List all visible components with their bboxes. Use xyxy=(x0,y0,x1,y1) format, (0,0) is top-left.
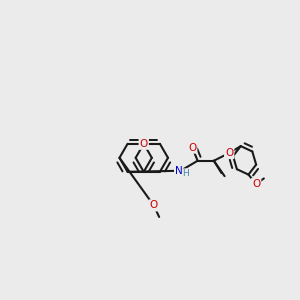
Text: O: O xyxy=(252,179,260,189)
Text: H: H xyxy=(182,169,189,178)
Text: N: N xyxy=(175,166,182,176)
Text: O: O xyxy=(140,139,148,149)
Text: O: O xyxy=(225,148,233,158)
Text: O: O xyxy=(188,143,196,153)
Text: O: O xyxy=(150,200,158,210)
